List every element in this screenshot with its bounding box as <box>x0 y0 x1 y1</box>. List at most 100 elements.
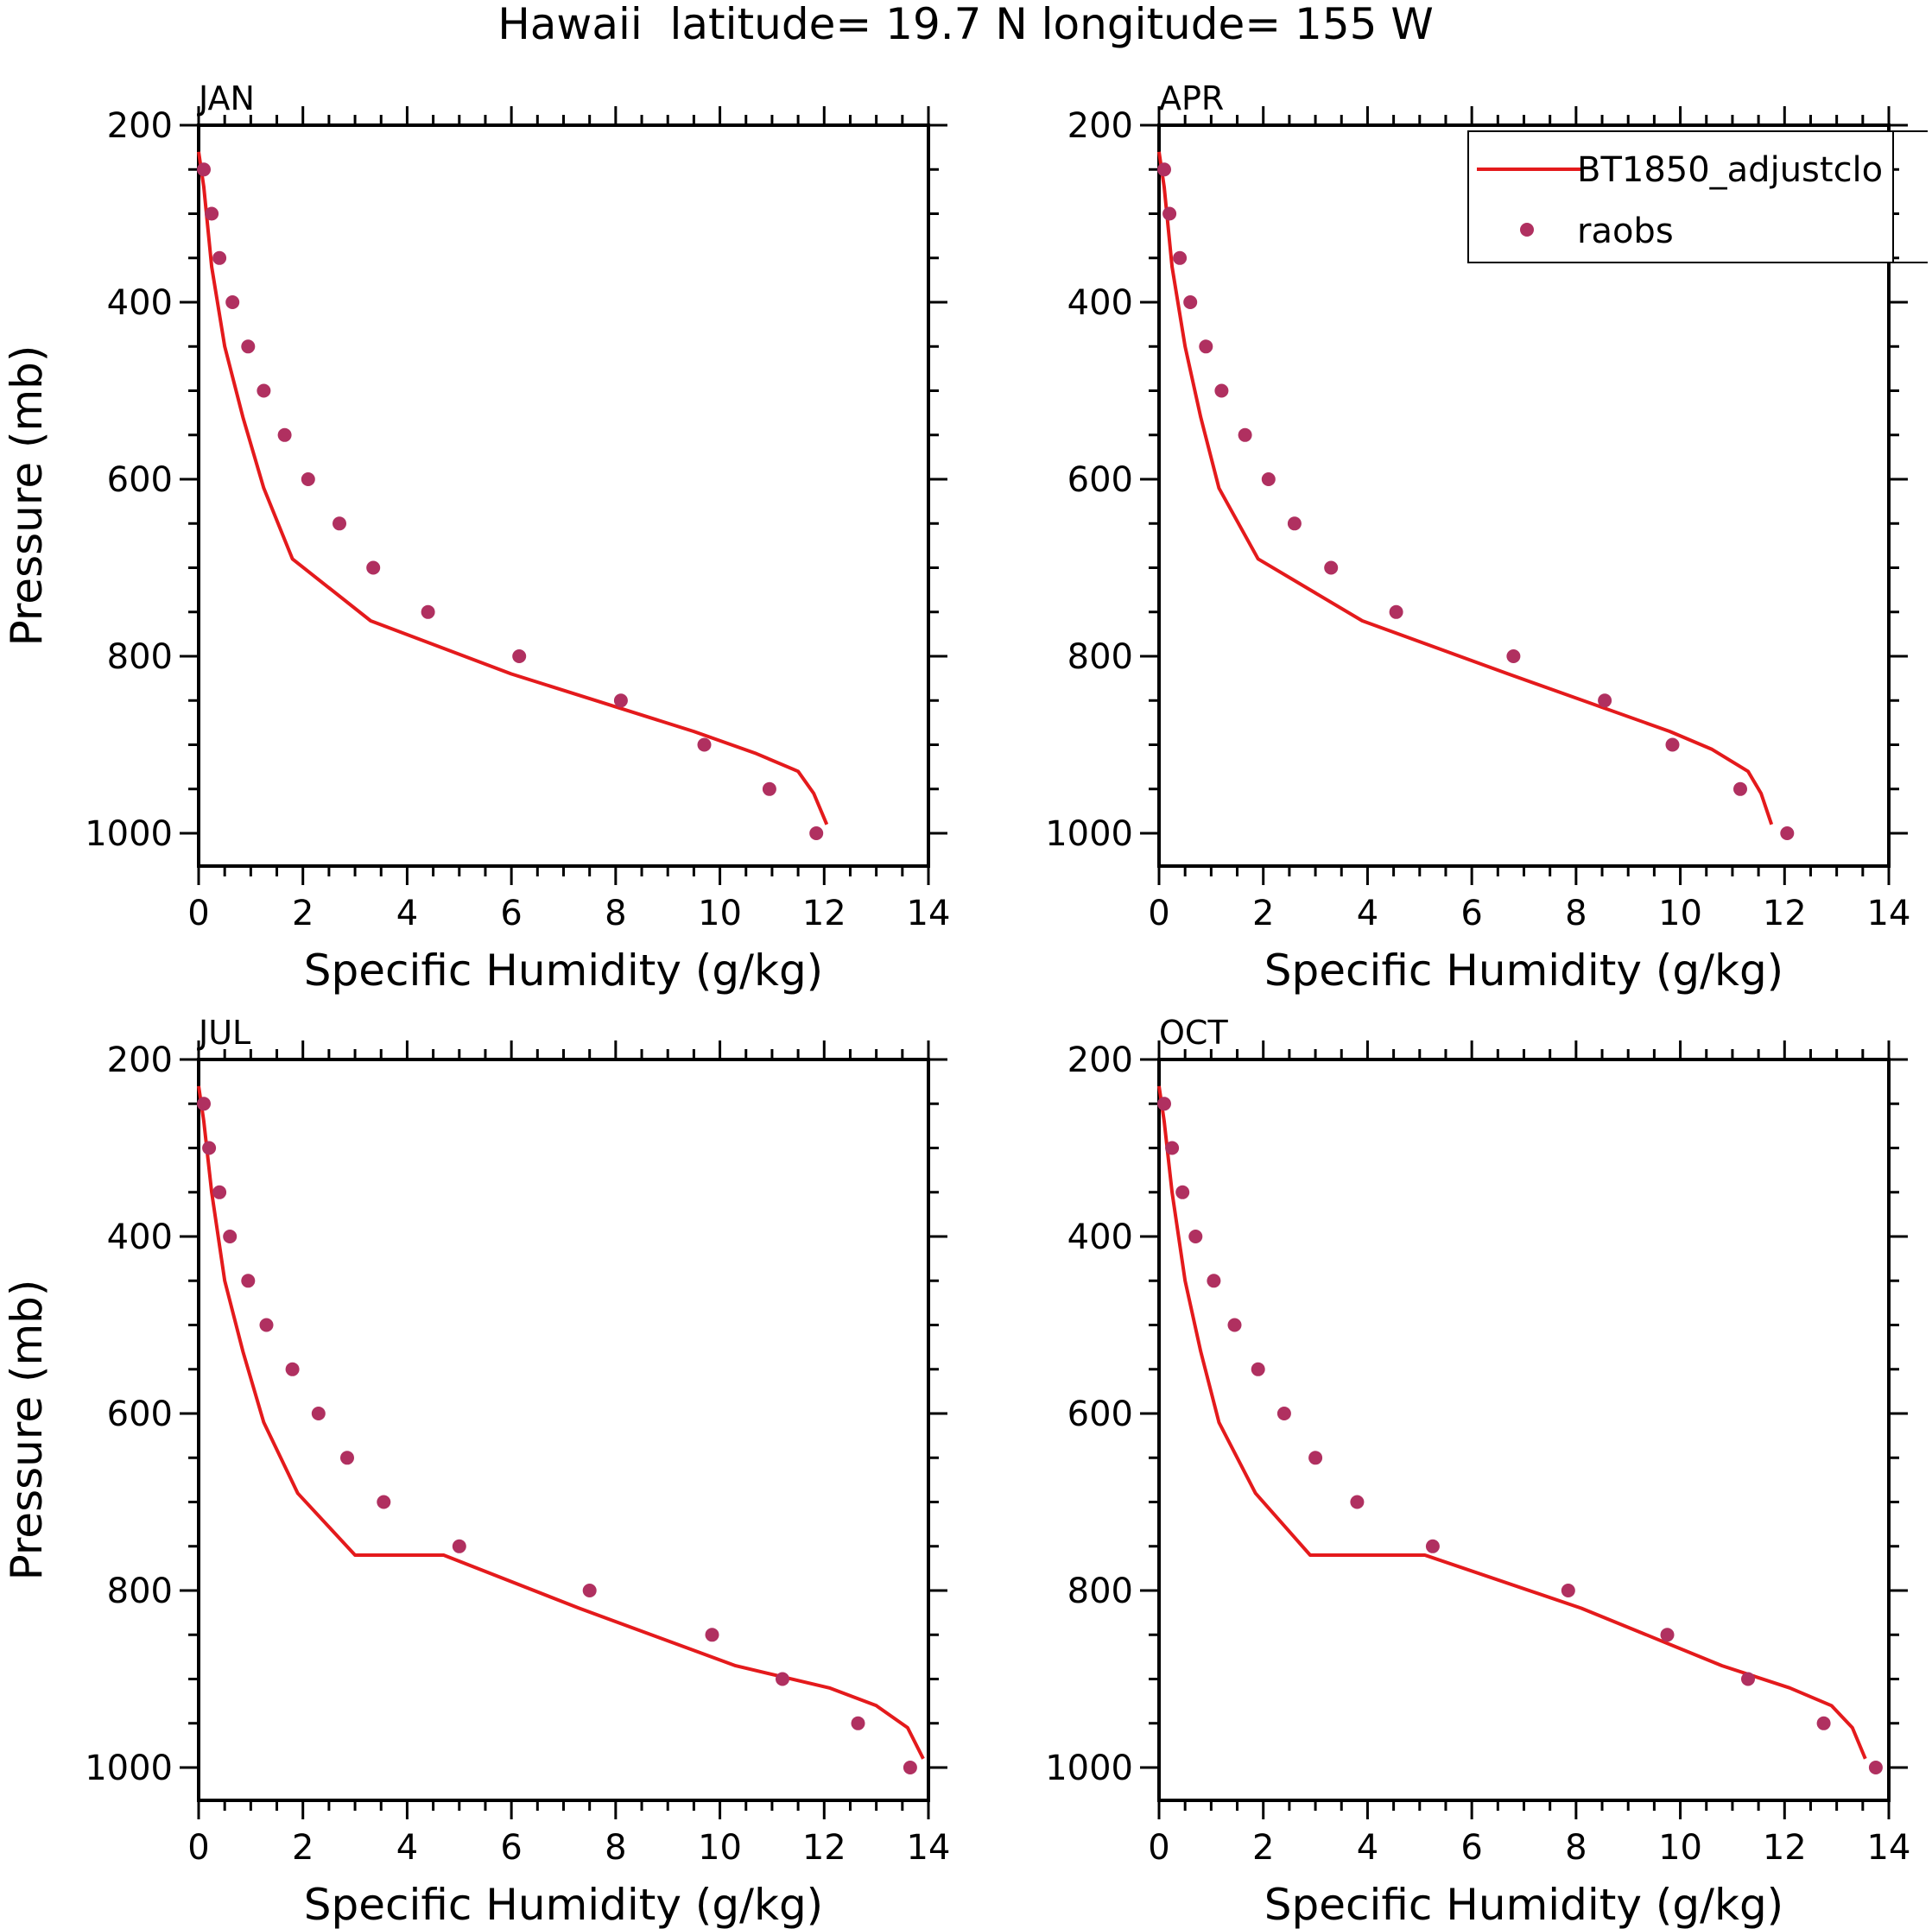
y-tick-label: 800 <box>1067 1572 1133 1611</box>
plot-frame <box>197 1058 930 1802</box>
obs-point <box>1308 1451 1323 1465</box>
obs-point <box>851 1716 865 1730</box>
x-tick-label: 14 <box>1867 894 1911 933</box>
obs-point <box>1660 1628 1675 1642</box>
y-axis-label: Pressure (mb) <box>2 345 52 647</box>
x-tick-label: 0 <box>187 894 209 933</box>
x-tick-label: 0 <box>187 1828 209 1868</box>
x-tick-label: 14 <box>907 1828 951 1868</box>
obs-point <box>1598 693 1612 708</box>
obs-point <box>197 1097 211 1111</box>
x-tick-label: 8 <box>605 1828 626 1868</box>
legend-model-label: BT1850_adjustclo <box>1577 150 1883 190</box>
obs-point <box>582 1584 597 1597</box>
y-tick-label: 1000 <box>85 814 173 854</box>
obs-point <box>1207 1274 1221 1288</box>
x-tick-label: 2 <box>292 894 314 933</box>
figure-title: Hawaii latitude= 19.7 N longitude= 155 W <box>497 0 1434 49</box>
obs-point <box>452 1539 466 1553</box>
obs-point <box>340 1451 354 1465</box>
obs-point <box>1214 383 1229 398</box>
x-tick-label: 4 <box>396 1828 418 1868</box>
x-tick-label: 14 <box>1867 1828 1911 1868</box>
legend: BT1850_adjustclo raobs <box>1467 130 1928 263</box>
x-tick-label: 6 <box>1460 894 1482 933</box>
x-tick-label: 8 <box>1565 1828 1587 1868</box>
obs-point <box>377 1495 391 1509</box>
y-axis-label: Pressure (mb) <box>2 1280 52 1581</box>
x-tick-label: 10 <box>1658 1828 1702 1868</box>
obs-point <box>421 604 435 619</box>
x-tick-label: 10 <box>698 894 742 933</box>
plot-frame <box>197 123 930 868</box>
y-tick-label: 1000 <box>1045 1749 1133 1788</box>
obs-point <box>225 295 240 309</box>
obs-point <box>512 649 527 663</box>
model-line <box>197 151 829 825</box>
x-tick-label: 12 <box>1763 894 1807 933</box>
x-axis-label: Specific Humidity (g/kg) <box>1264 946 1783 996</box>
obs-point <box>613 693 628 708</box>
x-tick-label: 0 <box>1148 894 1169 933</box>
obs-point <box>1157 162 1171 177</box>
obs-point <box>776 1672 789 1686</box>
y-tick-label: 200 <box>1067 1040 1133 1080</box>
panel-jan: JAN 200 400 600 800 1000 0 2 4 6 8 10 12 14 Specific H… <box>2 79 950 996</box>
obs-point <box>1173 250 1188 265</box>
y-tick-label: 200 <box>107 1040 173 1080</box>
panel-oct: OCT 200 400 600 800 1000 0 2 4 6 8 10 12 14 Specific H… <box>1045 1014 1910 1929</box>
obs-point <box>1733 781 1747 796</box>
obs-point <box>1780 826 1795 840</box>
legend-obs-point-swatch <box>1520 223 1534 237</box>
panel-label: OCT <box>1159 1014 1228 1052</box>
x-axis-label: Specific Humidity (g/kg) <box>304 946 823 996</box>
obs-point <box>903 1761 917 1774</box>
y-tick-label: 600 <box>1067 460 1133 500</box>
obs-point <box>1389 604 1403 619</box>
x-tick-label: 6 <box>500 894 522 933</box>
obs-point <box>259 1318 274 1332</box>
y-tick-label: 1000 <box>85 1749 173 1788</box>
obs-point <box>223 1230 238 1243</box>
obs-point <box>809 826 824 840</box>
obs-point <box>1261 472 1276 486</box>
obs-point <box>1425 1539 1440 1553</box>
x-tick-label: 2 <box>292 1828 314 1868</box>
panel-label: JUL <box>197 1014 250 1052</box>
y-tick-label: 800 <box>107 1572 173 1611</box>
obs-point <box>1868 1761 1883 1774</box>
x-tick-label: 2 <box>1252 1828 1274 1868</box>
obs-point <box>1162 206 1177 221</box>
obs-point <box>301 472 315 486</box>
plot-frame <box>1157 1058 1891 1802</box>
x-tick-label: 10 <box>1658 894 1702 933</box>
obs-point <box>1324 560 1339 575</box>
x-tick-label: 4 <box>1357 894 1378 933</box>
obs-point <box>1165 1141 1180 1155</box>
panel-jul: JUL 200 400 600 800 1000 0 2 4 6 8 10 12 14 Specific H… <box>2 1014 950 1929</box>
obs-point <box>1816 1716 1831 1730</box>
panel-label: APR <box>1159 79 1224 117</box>
obs-point <box>1506 649 1521 663</box>
y-tick-label: 400 <box>107 1217 173 1257</box>
x-tick-label: 12 <box>1763 1828 1807 1868</box>
obs-point <box>1238 427 1252 442</box>
obs-point <box>212 250 227 265</box>
x-tick-label: 0 <box>1148 1828 1169 1868</box>
obs-point <box>285 1362 300 1376</box>
obs-point <box>241 339 256 354</box>
obs-point <box>1199 339 1213 354</box>
x-tick-label: 12 <box>802 894 846 933</box>
x-tick-label: 4 <box>1357 1828 1378 1868</box>
x-tick-label: 4 <box>396 894 418 933</box>
y-tick-label: 400 <box>107 283 173 323</box>
x-tick-label: 10 <box>698 1828 742 1868</box>
obs-point <box>1157 1097 1171 1111</box>
obs-point <box>205 206 219 221</box>
obs-point <box>1350 1495 1365 1509</box>
x-tick-label: 8 <box>1565 894 1587 933</box>
obs-point <box>1276 1407 1291 1420</box>
y-tick-label: 600 <box>107 460 173 500</box>
